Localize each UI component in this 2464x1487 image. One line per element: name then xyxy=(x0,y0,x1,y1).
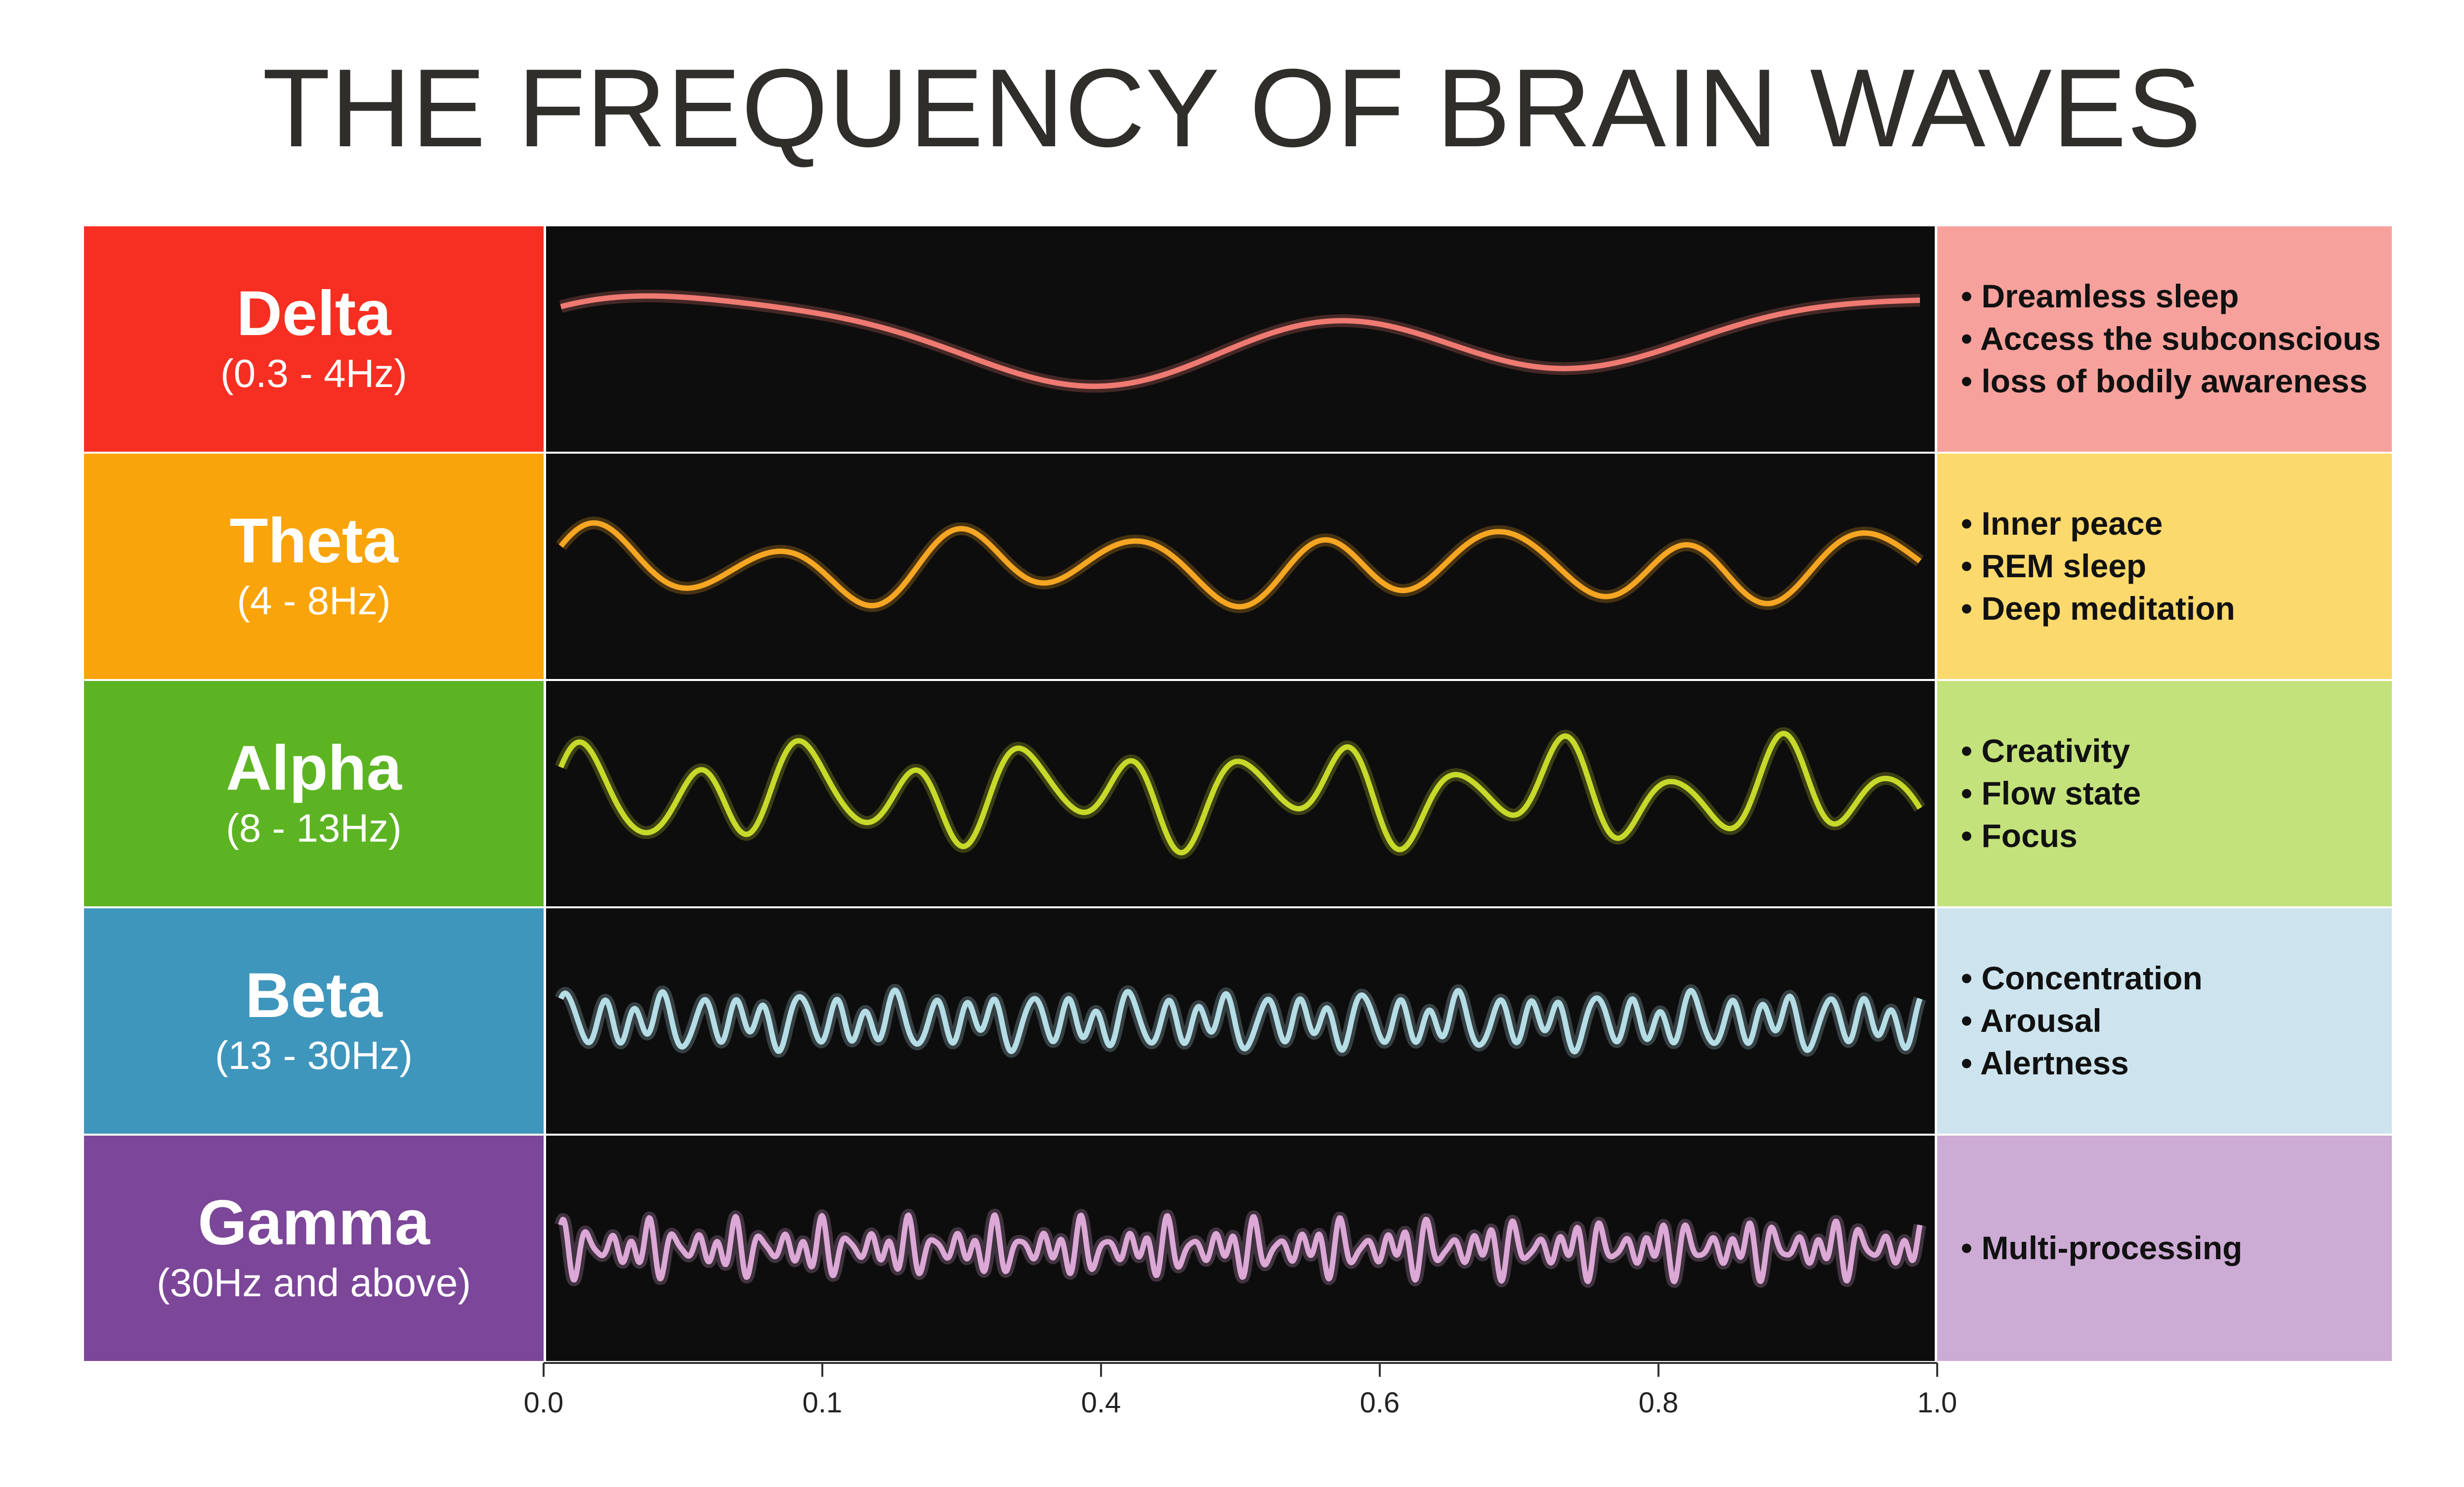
effect-item: • Dreamless sleep xyxy=(1961,278,2239,315)
wave-panel-theta xyxy=(544,454,1937,681)
page-title: THE FREQUENCY OF BRAIN WAVES xyxy=(262,45,2202,170)
theta-wave xyxy=(555,516,1926,613)
band-name: Gamma xyxy=(198,1187,430,1258)
band-label-delta: Delta (0.3 - 4Hz) xyxy=(84,226,544,454)
effects-beta: • Concentration • Arousal • Alertness xyxy=(1937,908,2392,1136)
wave-line xyxy=(558,987,1923,1055)
axis-tick-label: 0.1 xyxy=(803,1387,843,1419)
delta-wave xyxy=(555,290,1926,393)
axis-tick-label: 1.0 xyxy=(1917,1387,1957,1419)
axis-tick-label: 0.4 xyxy=(1081,1387,1121,1419)
effect-item: • REM sleep xyxy=(1961,548,2147,585)
band-range: (13 - 30Hz) xyxy=(214,1033,413,1078)
effect-item: • Alertness xyxy=(1961,1044,2129,1081)
beta-wave xyxy=(555,983,1926,1059)
wave-panel-alpha xyxy=(544,681,1937,908)
band-name: Theta xyxy=(229,505,398,576)
wave-line xyxy=(558,730,1922,855)
effects-gamma: • Multi-processing xyxy=(1937,1136,2392,1363)
band-range: (4 - 8Hz) xyxy=(237,579,391,623)
band-range: (30Hz and above) xyxy=(157,1261,471,1305)
band-name: Alpha xyxy=(226,732,402,804)
effect-item: • Creativity xyxy=(1961,732,2130,769)
wave-panel-gamma xyxy=(544,1136,1937,1363)
wave-panel-delta xyxy=(544,226,1937,454)
effect-item: • Inner peace xyxy=(1961,505,2163,542)
wave-line xyxy=(559,293,1922,389)
wave-panel-beta xyxy=(544,908,1937,1136)
axis-tick-label: 0.0 xyxy=(524,1387,564,1419)
effect-item: • Focus xyxy=(1961,817,2078,854)
axis-tick-label: 0.8 xyxy=(1639,1387,1679,1419)
band-label-beta: Beta (13 - 30Hz) xyxy=(84,908,544,1136)
band-label-alpha: Alpha (8 - 13Hz) xyxy=(84,681,544,908)
effect-item: • Flow state xyxy=(1961,775,2141,812)
effects-alpha: • Creativity • Flow state • Focus xyxy=(1937,681,2392,908)
effect-item: • Access the subconscious xyxy=(1961,320,2381,357)
brain-wave-table: Delta (0.3 - 4Hz) • Dreamless sleep • Ac… xyxy=(84,226,2392,1363)
wave-line xyxy=(558,1212,1923,1284)
band-range: (0.3 - 4Hz) xyxy=(220,351,407,396)
wave-line xyxy=(558,520,1922,610)
band-name: Delta xyxy=(236,278,391,349)
band-range: (8 - 13Hz) xyxy=(226,806,402,850)
band-name: Beta xyxy=(245,960,382,1031)
effect-item: • Arousal xyxy=(1961,1002,2102,1039)
effect-item: • loss of bodily awareness xyxy=(1961,362,2368,399)
effect-item: • Deep meditation xyxy=(1961,590,2235,627)
effect-item: • Multi-processing xyxy=(1961,1230,2243,1267)
band-label-gamma: Gamma (30Hz and above) xyxy=(84,1136,544,1363)
band-label-theta: Theta (4 - 8Hz) xyxy=(84,454,544,681)
alpha-wave xyxy=(554,727,1926,859)
effect-item: • Concentration xyxy=(1961,960,2203,997)
effects-theta: • Inner peace • REM sleep • Deep meditat… xyxy=(1937,454,2392,681)
gamma-wave xyxy=(554,1208,1926,1288)
effects-delta: • Dreamless sleep • Access the subconsci… xyxy=(1937,226,2392,454)
axis-tick-label: 0.6 xyxy=(1360,1387,1400,1419)
